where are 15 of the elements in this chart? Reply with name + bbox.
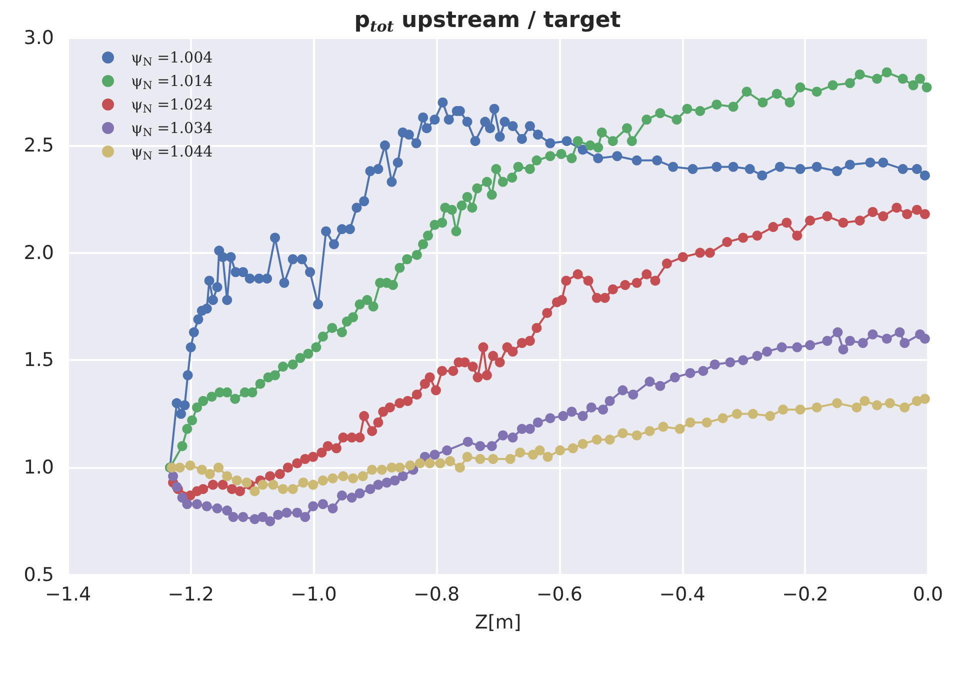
x-axis-title: Z[m]: [474, 612, 522, 634]
x-tick-label: −0.6: [536, 584, 582, 606]
y-tick-label: 3.0: [24, 27, 54, 49]
y-tick-label: 1.0: [24, 456, 54, 479]
y-tick-label: 0.5: [24, 564, 54, 586]
y-tick-label: 2.5: [24, 134, 54, 156]
x-tick-label: −1.4: [44, 584, 92, 606]
y-tick-label: 1.5: [24, 349, 54, 372]
x-tick-label: −1.2: [168, 584, 214, 606]
x-tick-label: −1.0: [290, 584, 337, 606]
x-tick-label: −0.8: [414, 584, 460, 606]
x-tick-label: 0.0: [912, 584, 944, 606]
y-tick-label: 2.0: [24, 242, 54, 264]
x-tick-label: −0.4: [659, 584, 706, 606]
x-tick-label: −0.2: [782, 584, 828, 606]
